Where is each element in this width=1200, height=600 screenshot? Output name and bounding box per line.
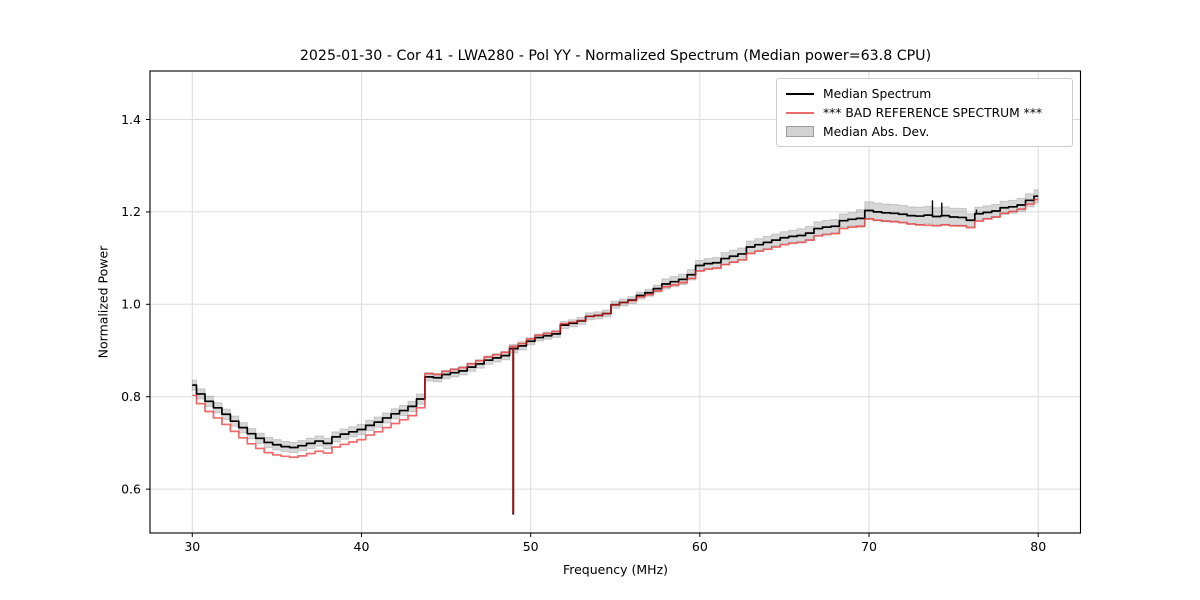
legend-item-bad-reference: *** BAD REFERENCE SPECTRUM *** (786, 103, 1062, 122)
x-tick-label: 50 (523, 539, 539, 554)
y-tick-label: 1.2 (121, 204, 141, 219)
legend-label: Median Abs. Dev. (823, 124, 930, 139)
legend-item-median-abs-dev: Median Abs. Dev. (786, 122, 1062, 141)
y-tick-label: 0.8 (121, 389, 141, 404)
legend-item-median-spectrum: Median Spectrum (786, 84, 1062, 103)
median-abs-dev-band (191, 189, 1039, 454)
y-axis-label: Normalized Power (95, 245, 111, 359)
bad-reference-line (192, 198, 1039, 459)
x-axis-label: Frequency (MHz) (562, 562, 669, 577)
y-tick-label: 1.4 (121, 112, 141, 127)
x-tick-label: 80 (1030, 539, 1046, 554)
plot-title: 2025-01-30 - Cor 41 - LWA280 - Pol YY - … (299, 48, 932, 64)
median-line-swatch-icon (786, 92, 814, 95)
x-tick-label: 70 (861, 539, 877, 554)
axes-frame (149, 70, 1082, 534)
y-tick-label: 1.0 (121, 297, 141, 312)
median-spectrum-line (192, 195, 1039, 449)
x-tick-label: 60 (692, 539, 708, 554)
x-tick-label: 30 (184, 539, 200, 554)
y-tick-label: 0.6 (121, 481, 141, 496)
x-tick-label: 40 (354, 539, 370, 554)
legend-label: *** BAD REFERENCE SPECTRUM *** (823, 105, 1043, 120)
band-patch-swatch-icon (786, 126, 814, 137)
legend: Median Spectrum *** BAD REFERENCE SPECTR… (776, 78, 1073, 147)
reference-line-swatch-icon (786, 111, 814, 114)
legend-label: Median Spectrum (823, 86, 932, 101)
